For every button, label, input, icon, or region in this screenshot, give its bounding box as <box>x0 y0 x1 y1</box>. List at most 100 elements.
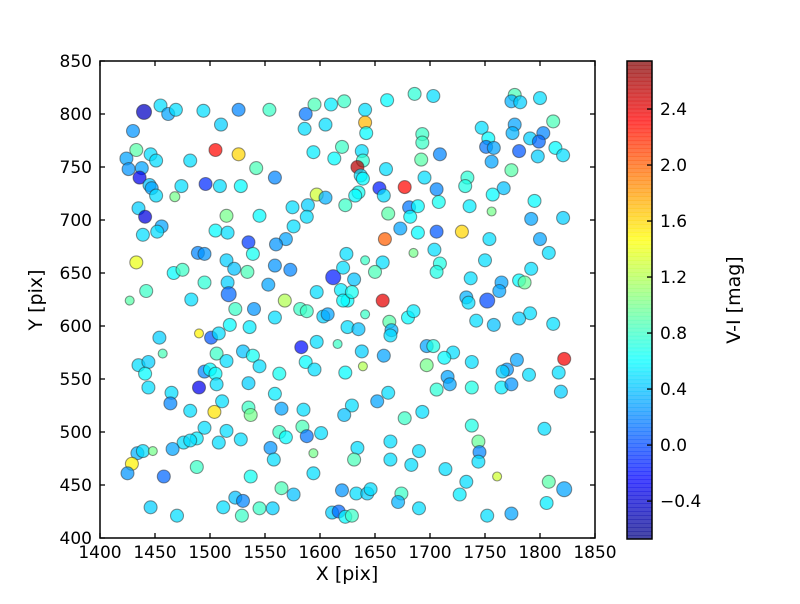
data-point <box>197 275 212 290</box>
data-point <box>464 418 479 433</box>
data-point <box>262 102 277 117</box>
data-point <box>486 317 501 332</box>
y-axis-label: Y [pix] <box>25 269 47 331</box>
colorbar-gradient-strip <box>627 467 652 472</box>
colorbar-gradient-strip <box>627 168 652 173</box>
data-point <box>403 209 418 224</box>
data-point <box>231 102 246 117</box>
data-point <box>196 103 211 118</box>
data-point <box>480 508 495 523</box>
data-point <box>429 382 444 397</box>
data-point <box>426 339 441 354</box>
data-point <box>138 209 153 224</box>
colorbar-gradient-strip <box>627 503 652 508</box>
data-point <box>474 120 489 135</box>
data-point <box>169 191 181 203</box>
data-point <box>318 117 333 132</box>
data-point <box>452 487 467 502</box>
data-point <box>332 338 343 350</box>
data-point <box>431 194 446 210</box>
colorbar-gradient-strip <box>627 347 652 353</box>
data-point <box>197 246 212 261</box>
data-point <box>124 295 135 306</box>
data-point <box>376 348 391 363</box>
data-point <box>375 255 390 270</box>
data-point <box>484 154 499 169</box>
data-point <box>454 224 469 239</box>
colorbar-outline <box>626 60 653 540</box>
data-point <box>209 377 224 392</box>
data-point <box>193 328 205 339</box>
data-point <box>359 126 374 141</box>
data-point <box>404 457 419 472</box>
data-point <box>337 94 352 109</box>
data-point <box>243 407 258 423</box>
data-point <box>150 224 165 239</box>
data-point <box>266 452 281 467</box>
data-point <box>527 193 542 208</box>
data-point <box>360 309 371 320</box>
colorbar-gradient-strip <box>627 435 652 440</box>
data-point <box>267 386 282 401</box>
data-point <box>415 135 430 150</box>
colorbar-gradient-strip <box>627 355 652 361</box>
data-point <box>207 404 222 419</box>
x-tick-label: 1700 <box>408 543 451 563</box>
data-point <box>138 366 153 381</box>
colorbar-gradient-strip <box>627 156 652 161</box>
data-point <box>378 162 394 177</box>
data-point <box>471 454 486 469</box>
x-tick-label: 1400 <box>78 543 121 563</box>
colorbar-gradient-strip <box>627 455 652 460</box>
data-point <box>358 102 373 117</box>
colorbar-gradient-strip <box>627 96 652 102</box>
data-point <box>297 121 312 136</box>
colorbar-gradient-strip <box>627 84 652 90</box>
colorbar-gradient-strip <box>627 72 652 78</box>
colorbar-gradient-strip <box>627 160 652 165</box>
data-point <box>336 260 351 275</box>
data-point <box>383 434 398 449</box>
colorbar-gradient-strip <box>627 507 652 512</box>
colorbar-gradient-strip <box>627 479 652 484</box>
data-point <box>252 208 267 223</box>
data-point <box>419 358 434 373</box>
data-point <box>245 348 260 363</box>
colorbar-gradient-strip <box>627 443 652 448</box>
y-tick-label: 600 <box>60 317 92 337</box>
data-point <box>383 452 398 467</box>
colorbar-gradient-strip <box>627 439 652 444</box>
colorbar-gradient-strip <box>627 216 652 221</box>
data-point <box>505 126 520 141</box>
colorbar-gradient-strip <box>627 459 652 464</box>
colorbar-gradient-strip <box>627 68 652 74</box>
data-point <box>347 452 362 467</box>
colorbar-gradient-strip <box>627 144 652 150</box>
y-tick-label: 550 <box>60 370 92 390</box>
data-point <box>152 330 167 345</box>
colorbar-tick-label: 2.0 <box>660 156 687 176</box>
data-point <box>415 404 430 419</box>
data-point <box>350 440 365 455</box>
data-point <box>367 264 383 279</box>
colorbar-gradient-strip <box>627 64 652 70</box>
data-point <box>235 493 251 508</box>
data-point <box>267 258 282 273</box>
data-point <box>344 398 359 413</box>
data-point <box>233 432 248 447</box>
data-point <box>228 301 243 317</box>
data-point <box>524 261 539 276</box>
colorbar-gradient-strip <box>627 311 652 317</box>
data-point <box>414 152 429 167</box>
y-tick-label: 500 <box>60 423 92 443</box>
colorbar-gradient-strip <box>627 276 652 281</box>
data-point <box>411 501 427 516</box>
data-point <box>486 140 501 155</box>
data-point <box>381 385 396 400</box>
data-point <box>268 237 284 252</box>
data-point <box>219 208 234 223</box>
colorbar-gradient-strip <box>627 272 652 277</box>
data-point <box>407 86 422 101</box>
data-point <box>220 225 235 240</box>
colorbar-gradient-strip <box>627 152 652 158</box>
